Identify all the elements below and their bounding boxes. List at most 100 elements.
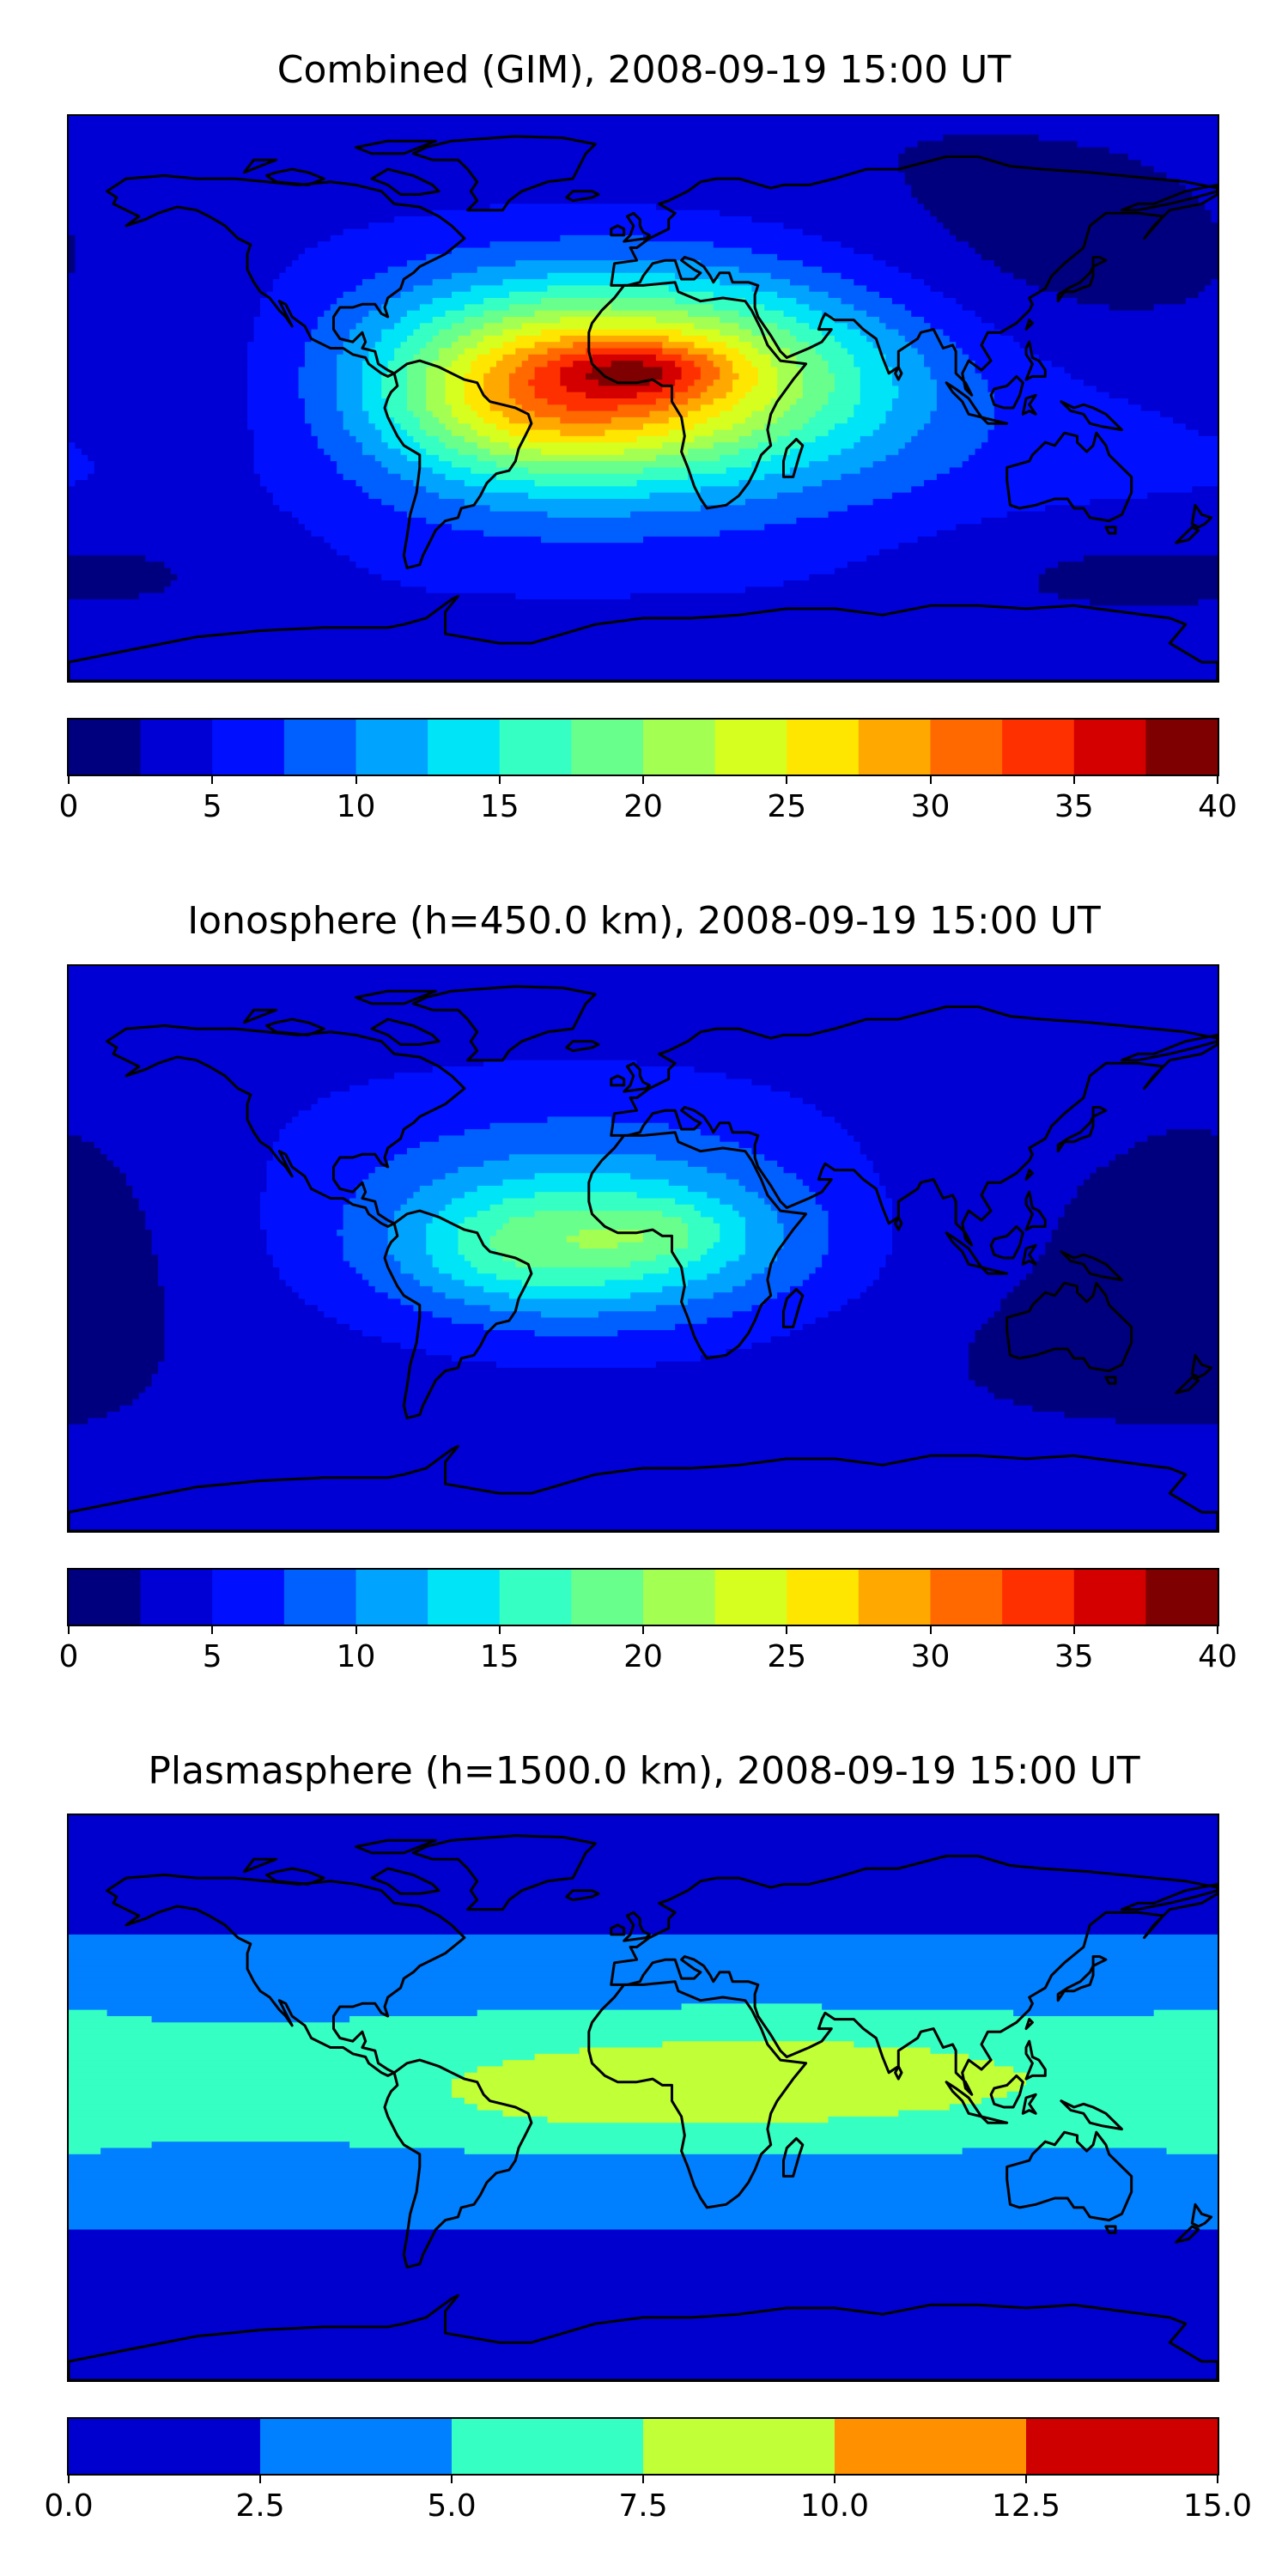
contour-cell	[489, 1122, 670, 1130]
contour-cell	[815, 1192, 887, 1200]
contour-cell	[854, 247, 976, 255]
colorbar-tick-label: 0.0	[44, 2488, 94, 2524]
contour-cell	[69, 429, 255, 437]
contour-cell	[69, 1116, 293, 1124]
contour-cell	[69, 536, 325, 544]
contour-cell	[361, 279, 434, 287]
contour-cell	[483, 1060, 638, 1067]
contour-cell	[993, 392, 1110, 399]
contour-cell	[75, 234, 331, 243]
contour-cell	[458, 335, 484, 343]
contour-cell	[993, 260, 1218, 268]
contour-cell	[464, 1192, 536, 1200]
contour-cell	[751, 1148, 861, 1156]
contour-cell	[69, 1431, 1218, 1438]
contour-cell	[69, 316, 255, 325]
contour-cell	[675, 380, 696, 387]
colorbar-swatch	[930, 1570, 1003, 1625]
contour-cell	[854, 2041, 1218, 2049]
coastline	[106, 174, 466, 378]
contour-cell	[69, 310, 261, 318]
contour-cell	[757, 373, 778, 380]
contour-cell	[69, 335, 255, 343]
contour-cell	[917, 141, 1078, 149]
coastline	[1091, 1106, 1108, 1118]
contour-cell	[726, 1348, 969, 1357]
contour-cell	[69, 480, 76, 488]
contour-cell	[374, 454, 408, 462]
contour-cell	[119, 1166, 268, 1175]
contour-cell	[419, 416, 440, 425]
contour-cell	[69, 1204, 140, 1212]
contour-cell	[541, 1311, 599, 1319]
contour-cell	[936, 473, 1218, 481]
contour-cell	[1019, 1279, 1218, 1287]
contour-cell	[720, 454, 772, 462]
contour-cell	[337, 380, 363, 387]
coastline	[383, 1209, 533, 1419]
contour-cell	[789, 329, 823, 337]
contour-cell	[272, 1261, 350, 1268]
contour-cell	[744, 1249, 778, 1256]
contour-cell	[611, 304, 714, 312]
coastline	[1060, 400, 1123, 432]
contour-cell	[815, 1198, 893, 1206]
contour-cell	[374, 1166, 459, 1175]
contour-cell	[253, 467, 337, 475]
contour-cell	[164, 562, 357, 569]
contour-cell	[1000, 1304, 1218, 1312]
contour-cell	[720, 210, 932, 217]
contour-cell	[949, 2104, 1218, 2111]
contour-cell	[770, 1336, 976, 1344]
contour-cell	[611, 361, 644, 368]
contour-cell	[630, 592, 1059, 600]
contour-cell	[515, 454, 657, 462]
contour-cell	[534, 392, 586, 399]
contour-cell	[822, 266, 900, 274]
contour-cell	[361, 1330, 536, 1338]
contour-map-combined	[69, 116, 1218, 681]
contour-cell	[885, 410, 932, 418]
contour-cell	[279, 1273, 363, 1281]
contour-cell	[69, 1367, 159, 1376]
contour-cell	[508, 392, 536, 399]
contour-cell	[949, 467, 1218, 475]
contour-cell	[158, 1267, 281, 1275]
contour-cell	[69, 1455, 1218, 1463]
contour-cell	[630, 1173, 727, 1181]
contour-cell	[1172, 416, 1218, 425]
contour-cell	[69, 1512, 1218, 1520]
contour-cell	[88, 473, 261, 481]
contour-cell	[726, 354, 746, 361]
contour-cell	[311, 423, 344, 431]
contour-cell	[445, 367, 472, 374]
contour-cell	[69, 1273, 159, 1281]
contour-cell	[253, 329, 313, 337]
contour-cell	[675, 1323, 804, 1331]
contour-cell	[69, 517, 300, 526]
coastline	[610, 1855, 1218, 2096]
contour-cell	[445, 442, 478, 450]
contour-cell	[707, 1166, 785, 1175]
contour-cell	[69, 492, 274, 500]
contour-cell	[69, 2361, 1218, 2369]
contour-cell	[406, 373, 428, 380]
contour-cell	[643, 1230, 689, 1237]
contour-cell	[802, 367, 829, 374]
contour-cell	[885, 1261, 1034, 1268]
contour-cell	[69, 598, 1091, 607]
contour-cell	[374, 1285, 434, 1293]
contour-cell	[69, 279, 274, 287]
contour-cell	[1032, 1261, 1218, 1268]
contour-cell	[69, 1486, 1218, 1494]
contour-cell	[69, 1984, 1218, 1992]
contour-cell	[508, 373, 536, 380]
contour-cell	[1032, 348, 1218, 355]
contour-cell	[700, 367, 720, 374]
contour-cell	[381, 1336, 772, 1344]
contour-cell	[1140, 160, 1218, 167]
contour-cell	[1077, 1185, 1218, 1193]
colorbar-tick	[355, 776, 357, 784]
contour-cell	[969, 2053, 1218, 2061]
contour-cell	[1127, 153, 1218, 161]
